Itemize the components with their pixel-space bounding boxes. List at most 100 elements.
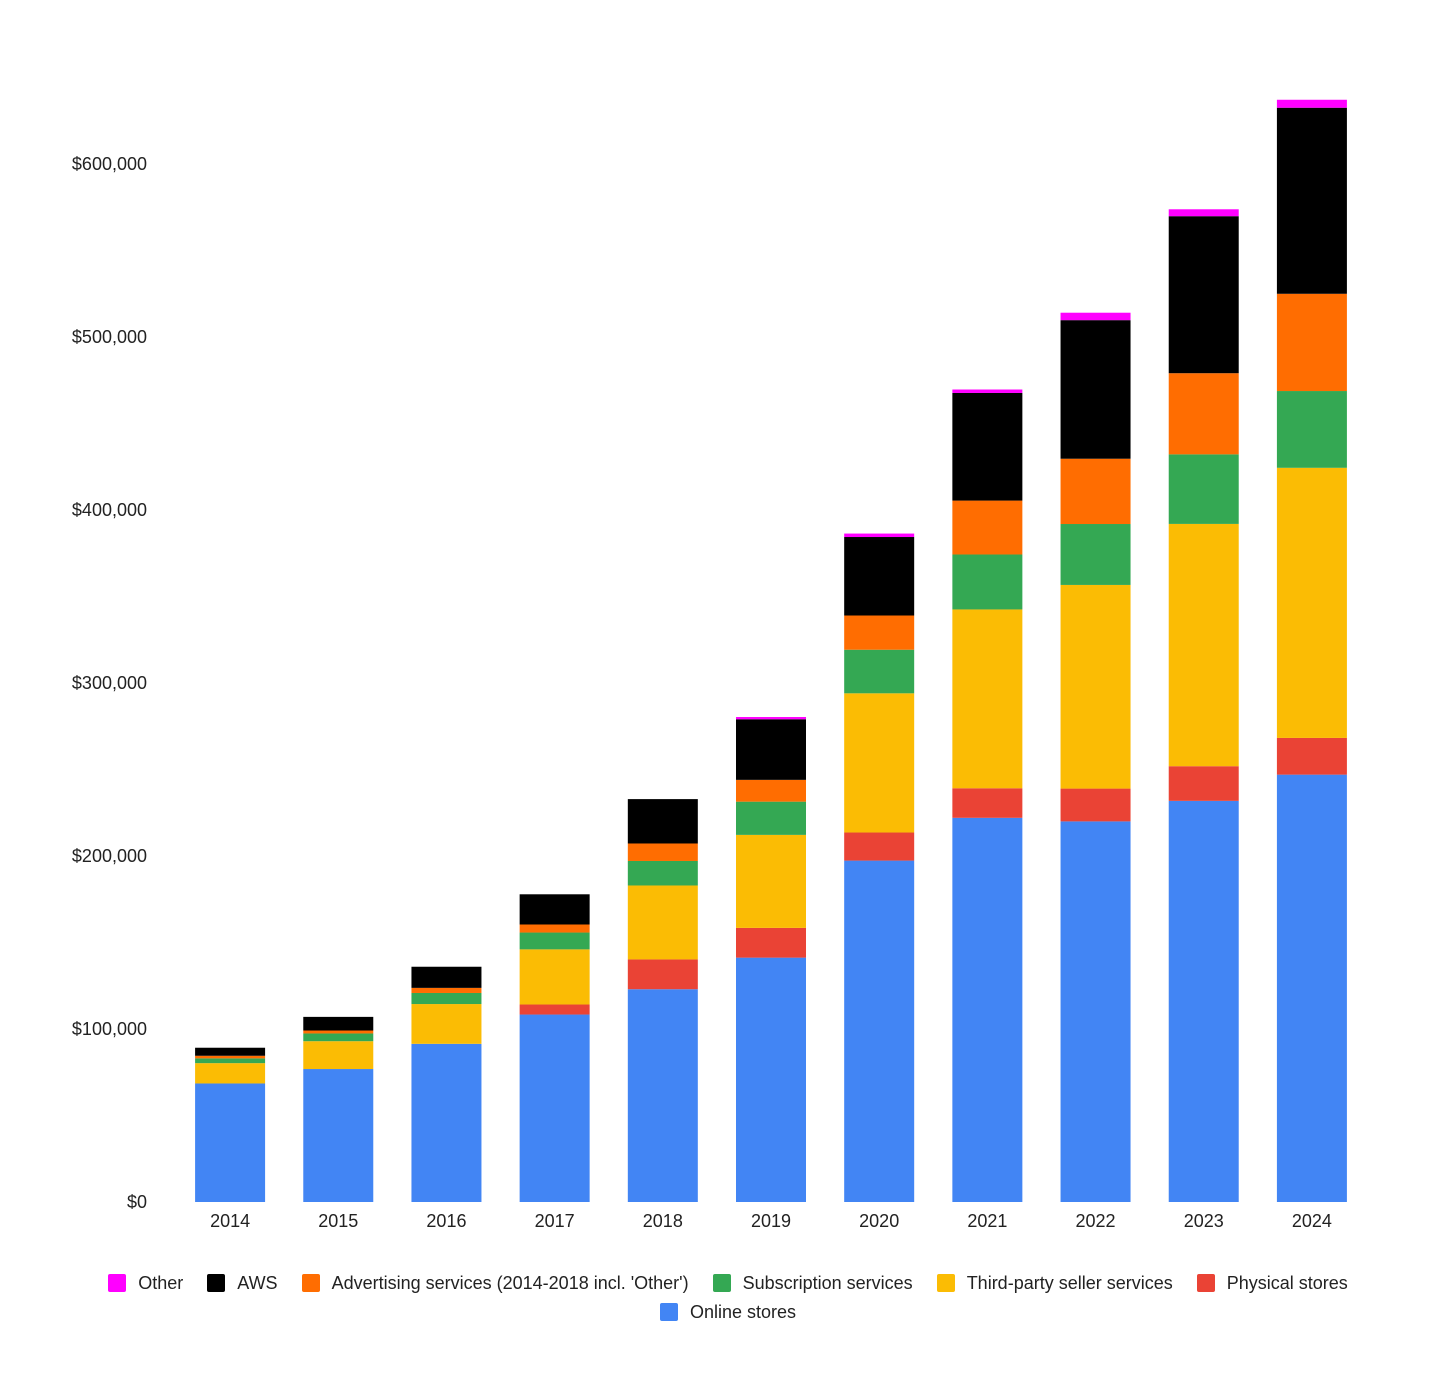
bar-segment-advertising-services-2014-2018-incl-other-2020[interactable] [844,615,915,650]
y-axis: $0 $100,000 $200,000 $300,000 $400,000 $500,0… [72,154,147,1212]
bar-segment-online-stores-2021[interactable] [952,817,1023,1202]
bar-segment-aws-2021[interactable] [952,392,1023,501]
bar-segment-aws-2019[interactable] [736,719,806,780]
legend-label: Physical stores [1226,1273,1348,1293]
bar-segment-subscription-services-2018[interactable] [627,860,698,886]
y-tick-label: $200,000 [72,846,147,866]
bar-segment-online-stores-2016[interactable] [411,1043,482,1202]
bar-segment-subscription-services-2019[interactable] [736,801,806,835]
legend-label: AWS [237,1273,278,1293]
bar-segment-physical-stores-2023[interactable] [1168,766,1239,801]
bar-segment-subscription-services-2023[interactable] [1168,454,1239,524]
bar-segment-online-stores-2019[interactable] [736,957,806,1202]
bar-segment-subscription-services-2021[interactable] [952,554,1023,610]
bar-segment-advertising-services-2014-2018-incl-other-2018[interactable] [627,843,698,861]
y-tick-label: $0 [127,1192,147,1212]
bar-segment-third-party-seller-services-2016[interactable] [411,1004,482,1044]
bar-segment-other-2019[interactable] [736,717,806,720]
bar-segment-other-2020[interactable] [844,533,915,538]
legend-label: Other [138,1273,184,1293]
bar-segment-third-party-seller-services-2019[interactable] [736,834,806,928]
bar-segment-aws-2014[interactable] [195,1047,266,1056]
legend-swatch [712,1274,731,1292]
legend-label: Subscription services [742,1273,913,1293]
bar-segment-aws-2016[interactable] [411,966,482,988]
x-axis: 2014 2015 2016 2017 2018 2019 2020 2021 2022 2023… [210,1211,1332,1231]
bar-segment-online-stores-2018[interactable] [627,989,698,1202]
bar-segment-advertising-services-2014-2018-incl-other-2017[interactable] [519,924,590,933]
legend-item[interactable]: AWS [207,1270,278,1296]
bar-segment-advertising-services-2014-2018-incl-other-2019[interactable] [736,779,806,802]
bar-segment-subscription-services-2020[interactable] [844,649,915,694]
x-tick-label: 2022 [1076,1211,1116,1231]
legend-item[interactable]: Third-party seller services [936,1270,1173,1296]
bar-segment-online-stores-2024[interactable] [1276,774,1347,1202]
bar-segment-advertising-services-2014-2018-incl-other-2021[interactable] [952,500,1023,555]
bar-segment-third-party-seller-services-2021[interactable] [952,609,1023,789]
bar-segment-subscription-services-2017[interactable] [519,932,590,950]
bar-segment-aws-2022[interactable] [1060,320,1131,459]
bar-segment-online-stores-2014[interactable] [195,1083,266,1202]
bar-segment-third-party-seller-services-2020[interactable] [844,693,915,833]
legend-item[interactable]: Subscription services [712,1270,913,1296]
bar-segment-other-2022[interactable] [1060,312,1131,321]
bar-segment-third-party-seller-services-2018[interactable] [627,885,698,960]
bar-segment-subscription-services-2024[interactable] [1276,391,1347,468]
bar-segment-advertising-services-2014-2018-incl-other-2023[interactable] [1168,373,1239,455]
bar-segment-other-2023[interactable] [1168,209,1239,217]
bar-segment-advertising-services-2014-2018-incl-other-2015[interactable] [303,1030,374,1034]
bar-segment-physical-stores-2021[interactable] [952,788,1023,818]
bar-segment-physical-stores-2018[interactable] [627,959,698,990]
x-tick-label: 2016 [426,1211,466,1231]
bar-segment-advertising-services-2014-2018-incl-other-2014[interactable] [195,1055,266,1059]
bar-segment-advertising-services-2014-2018-incl-other-2016[interactable] [411,987,482,993]
bar-segment-online-stores-2022[interactable] [1060,821,1131,1202]
bar-segment-third-party-seller-services-2017[interactable] [519,949,590,1005]
bar-segment-physical-stores-2019[interactable] [736,927,806,958]
bar-segment-third-party-seller-services-2014[interactable] [195,1063,266,1084]
bar-segment-aws-2015[interactable] [303,1016,374,1031]
bar-segment-subscription-services-2014[interactable] [195,1058,266,1064]
bar-segment-aws-2023[interactable] [1168,216,1239,374]
x-tick-label: 2020 [859,1211,899,1231]
legend-label: Advertising services (2014-2018 incl. 'O… [331,1273,689,1293]
bar-segment-physical-stores-2024[interactable] [1276,737,1347,775]
legend-item[interactable]: Other [108,1270,183,1296]
bar-segment-advertising-services-2014-2018-incl-other-2024[interactable] [1276,293,1347,392]
bar-segment-aws-2018[interactable] [627,799,698,844]
bar-segment-physical-stores-2017[interactable] [519,1004,590,1015]
x-tick-label: 2019 [751,1211,791,1231]
bar-segment-online-stores-2015[interactable] [303,1069,374,1202]
bar-segment-third-party-seller-services-2015[interactable] [303,1041,374,1070]
bar-segment-third-party-seller-services-2022[interactable] [1060,584,1131,789]
bar-segment-other-2024[interactable] [1276,99,1347,108]
bar-segment-subscription-services-2022[interactable] [1060,524,1131,585]
legend-item[interactable]: Advertising services (2014-2018 incl. 'O… [301,1270,689,1296]
bar-segment-subscription-services-2016[interactable] [411,992,482,1005]
legend-item[interactable]: Online stores [659,1299,797,1325]
bar-segment-online-stores-2017[interactable] [519,1014,590,1202]
legend-swatch [936,1274,955,1292]
bar-segment-third-party-seller-services-2023[interactable] [1168,523,1239,767]
y-tick-label: $300,000 [72,673,147,693]
bar-segment-physical-stores-2022[interactable] [1060,788,1131,822]
bar-segment-aws-2024[interactable] [1276,107,1347,294]
bar-segment-online-stores-2023[interactable] [1168,800,1239,1202]
legend-label: Online stores [689,1302,797,1322]
bar-segment-aws-2020[interactable] [844,537,915,616]
bar-segment-advertising-services-2014-2018-incl-other-2022[interactable] [1060,458,1131,525]
y-tick-label: $500,000 [72,327,147,347]
x-tick-label: 2014 [210,1211,250,1231]
bar-segment-other-2021[interactable] [952,389,1023,393]
bar-segment-third-party-seller-services-2024[interactable] [1276,467,1347,738]
bar-segment-aws-2017[interactable] [519,894,590,925]
bar-segment-online-stores-2020[interactable] [844,860,915,1202]
x-tick-label: 2017 [535,1211,575,1231]
x-tick-label: 2015 [318,1211,358,1231]
y-tick-label: $600,000 [72,154,147,174]
legend: Other AWS Advertising services (2014-2018 … [0,1270,1456,1328]
legend-item[interactable]: Physical stores [1196,1270,1348,1296]
bar-segment-physical-stores-2020[interactable] [844,832,915,861]
bar-segment-subscription-services-2015[interactable] [303,1033,374,1042]
